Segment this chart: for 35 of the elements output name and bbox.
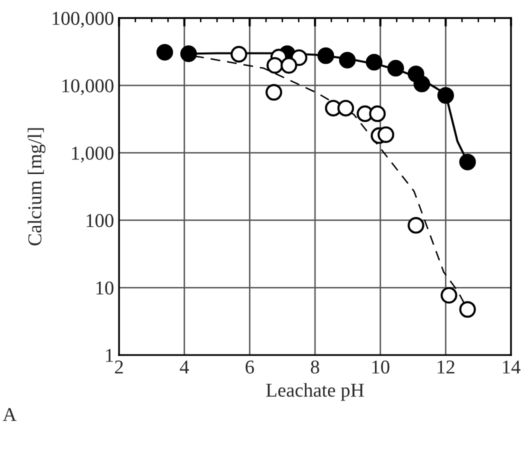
- point: [266, 84, 282, 101]
- point: [339, 52, 356, 68]
- y-tick-label: 10: [96, 281, 114, 295]
- point: [317, 47, 334, 64]
- point: [369, 105, 386, 122]
- x-axis-title: Leachate pH: [266, 383, 364, 401]
- point: [387, 60, 404, 77]
- point: [378, 126, 394, 143]
- point: [280, 57, 298, 74]
- x-tick-label: 4: [180, 360, 189, 374]
- x-tick-label: 10: [372, 360, 390, 374]
- x-tick-label: 14: [503, 360, 520, 374]
- point: [437, 87, 454, 104]
- point: [366, 54, 382, 71]
- y-tick-label: 1,000: [72, 146, 114, 163]
- point: [230, 46, 248, 63]
- point: [156, 44, 174, 61]
- point: [266, 57, 284, 74]
- x-tick-label: 8: [310, 360, 320, 374]
- text: A: [2, 408, 17, 421]
- x-tick-label: 2: [115, 360, 123, 374]
- y-tick-label: 100: [86, 214, 114, 228]
- x-tick-label: 12: [438, 360, 454, 374]
- point: [440, 286, 458, 304]
- y-axis-title: Calcium [mg/l]: [28, 128, 46, 246]
- x-tick-label: 6: [246, 360, 254, 374]
- y-tick-label: 1: [106, 348, 113, 362]
- point: [337, 100, 354, 116]
- y-tick-label: 100,000: [52, 12, 114, 28]
- point: [408, 217, 424, 234]
- point: [459, 301, 476, 318]
- y-tick-label: 10,000: [62, 79, 114, 96]
- point: [414, 76, 430, 92]
- point: [459, 154, 476, 170]
- point: [180, 45, 197, 62]
